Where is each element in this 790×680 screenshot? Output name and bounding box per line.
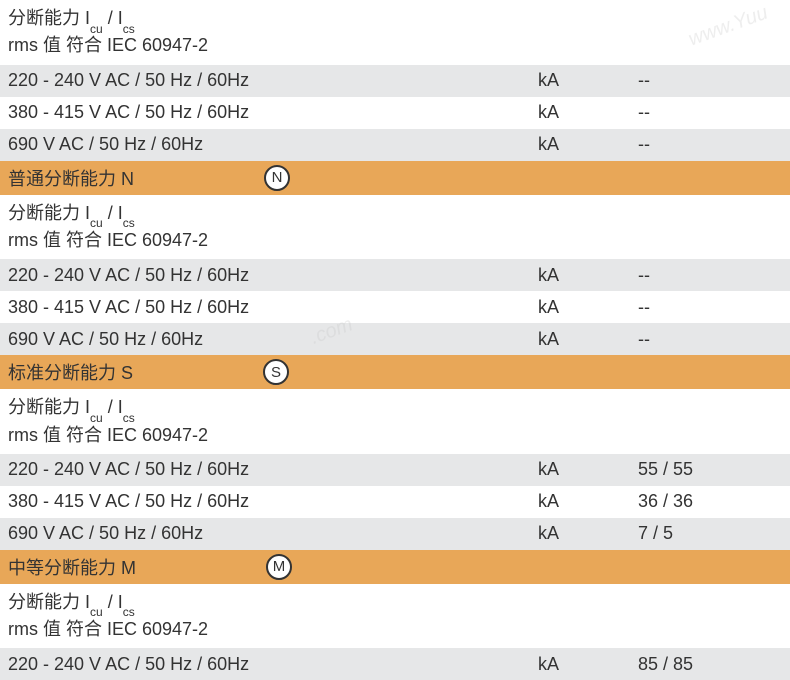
row-unit: kA <box>538 265 638 286</box>
header-prefix: 分断能力 I <box>8 592 90 612</box>
spec-table: 分断能力 Icu / Ics rms 值 符合 IEC 60947-2 220 … <box>0 0 790 680</box>
header-sub1: cu <box>90 411 103 425</box>
header-line2: rms 值 符合 IEC 60947-2 <box>8 617 208 642</box>
section-title-n: 普通分断能力 N N <box>0 161 790 195</box>
row-value: -- <box>638 102 782 123</box>
row-unit: kA <box>538 523 638 544</box>
row-unit: kA <box>538 459 638 480</box>
table-row: 380 - 415 V AC / 50 Hz / 60Hz kA -- <box>0 97 790 129</box>
header-mid: / I <box>103 203 123 223</box>
section-2-header: 分断能力 Icu / Ics rms 值 符合 IEC 60947-2 <box>0 389 790 454</box>
header-sub2: cs <box>123 216 135 230</box>
row-label: 220 - 240 V AC / 50 Hz / 60Hz <box>8 70 538 91</box>
row-value: -- <box>638 265 782 286</box>
n-circle-icon: N <box>264 165 290 191</box>
header-sub1: cu <box>90 605 103 619</box>
row-value: 55 / 55 <box>638 459 782 480</box>
row-label: 380 - 415 V AC / 50 Hz / 60Hz <box>8 297 538 318</box>
table-row: 220 - 240 V AC / 50 Hz / 60Hz kA 85 / 85 <box>0 648 790 680</box>
row-unit: kA <box>538 134 638 155</box>
header-line1: 分断能力 Icu / Ics <box>8 395 208 422</box>
section-0-header: 分断能力 Icu / Ics rms 值 符合 IEC 60947-2 <box>0 0 790 65</box>
header-sub1: cu <box>90 22 103 36</box>
row-unit: kA <box>538 102 638 123</box>
table-row: 690 V AC / 50 Hz / 60Hz kA -- <box>0 129 790 161</box>
header-sub2: cs <box>123 22 135 36</box>
circle-letter: N <box>272 169 283 186</box>
m-circle-icon: M <box>266 554 292 580</box>
section-1-header: 分断能力 Icu / Ics rms 值 符合 IEC 60947-2 <box>0 195 790 260</box>
header-sub1: cu <box>90 216 103 230</box>
row-label: 220 - 240 V AC / 50 Hz / 60Hz <box>8 459 538 480</box>
header-mid: / I <box>103 8 123 28</box>
header-mid: / I <box>103 592 123 612</box>
section-3-header: 分断能力 Icu / Ics rms 值 符合 IEC 60947-2 <box>0 584 790 649</box>
header-line2: rms 值 符合 IEC 60947-2 <box>8 228 208 253</box>
header-line1: 分断能力 Icu / Ics <box>8 201 208 228</box>
row-label: 380 - 415 V AC / 50 Hz / 60Hz <box>8 491 538 512</box>
table-row: 220 - 240 V AC / 50 Hz / 60Hz kA 55 / 55 <box>0 454 790 486</box>
header-sub2: cs <box>123 605 135 619</box>
header-sub2: cs <box>123 411 135 425</box>
header-line1: 分断能力 Icu / Ics <box>8 6 208 33</box>
section-title-text: 普通分断能力 N <box>8 165 134 191</box>
row-value: 85 / 85 <box>638 654 782 675</box>
header-line1: 分断能力 Icu / Ics <box>8 590 208 617</box>
row-value: 36 / 36 <box>638 491 782 512</box>
header-mid: / I <box>103 397 123 417</box>
row-value: -- <box>638 297 782 318</box>
table-row: 690 V AC / 50 Hz / 60Hz kA 7 / 5 <box>0 518 790 550</box>
row-unit: kA <box>538 329 638 350</box>
row-value: 7 / 5 <box>638 523 782 544</box>
header-line2: rms 值 符合 IEC 60947-2 <box>8 33 208 58</box>
header-prefix: 分断能力 I <box>8 8 90 28</box>
row-unit: kA <box>538 654 638 675</box>
circle-letter: M <box>273 558 286 575</box>
s-circle-icon: S <box>263 359 289 385</box>
table-row: 380 - 415 V AC / 50 Hz / 60Hz kA 36 / 36 <box>0 486 790 518</box>
row-unit: kA <box>538 70 638 91</box>
row-label: 690 V AC / 50 Hz / 60Hz <box>8 134 538 155</box>
row-label: 690 V AC / 50 Hz / 60Hz <box>8 329 538 350</box>
table-row: 220 - 240 V AC / 50 Hz / 60Hz kA -- <box>0 259 790 291</box>
row-value: -- <box>638 70 782 91</box>
row-label: 380 - 415 V AC / 50 Hz / 60Hz <box>8 102 538 123</box>
row-value: -- <box>638 329 782 350</box>
header-prefix: 分断能力 I <box>8 203 90 223</box>
table-row: 690 V AC / 50 Hz / 60Hz kA -- <box>0 323 790 355</box>
section-title-s: 标准分断能力 S S <box>0 355 790 389</box>
header-prefix: 分断能力 I <box>8 397 90 417</box>
section-title-text: 中等分断能力 M <box>8 554 136 580</box>
row-label: 690 V AC / 50 Hz / 60Hz <box>8 523 538 544</box>
circle-letter: S <box>271 364 281 381</box>
row-unit: kA <box>538 297 638 318</box>
table-row: 220 - 240 V AC / 50 Hz / 60Hz kA -- <box>0 65 790 97</box>
row-value: -- <box>638 134 782 155</box>
table-row: 380 - 415 V AC / 50 Hz / 60Hz kA -- <box>0 291 790 323</box>
row-label: 220 - 240 V AC / 50 Hz / 60Hz <box>8 654 538 675</box>
section-title-text: 标准分断能力 S <box>8 359 133 385</box>
row-unit: kA <box>538 491 638 512</box>
header-line2: rms 值 符合 IEC 60947-2 <box>8 423 208 448</box>
row-label: 220 - 240 V AC / 50 Hz / 60Hz <box>8 265 538 286</box>
section-title-m: 中等分断能力 M M <box>0 550 790 584</box>
